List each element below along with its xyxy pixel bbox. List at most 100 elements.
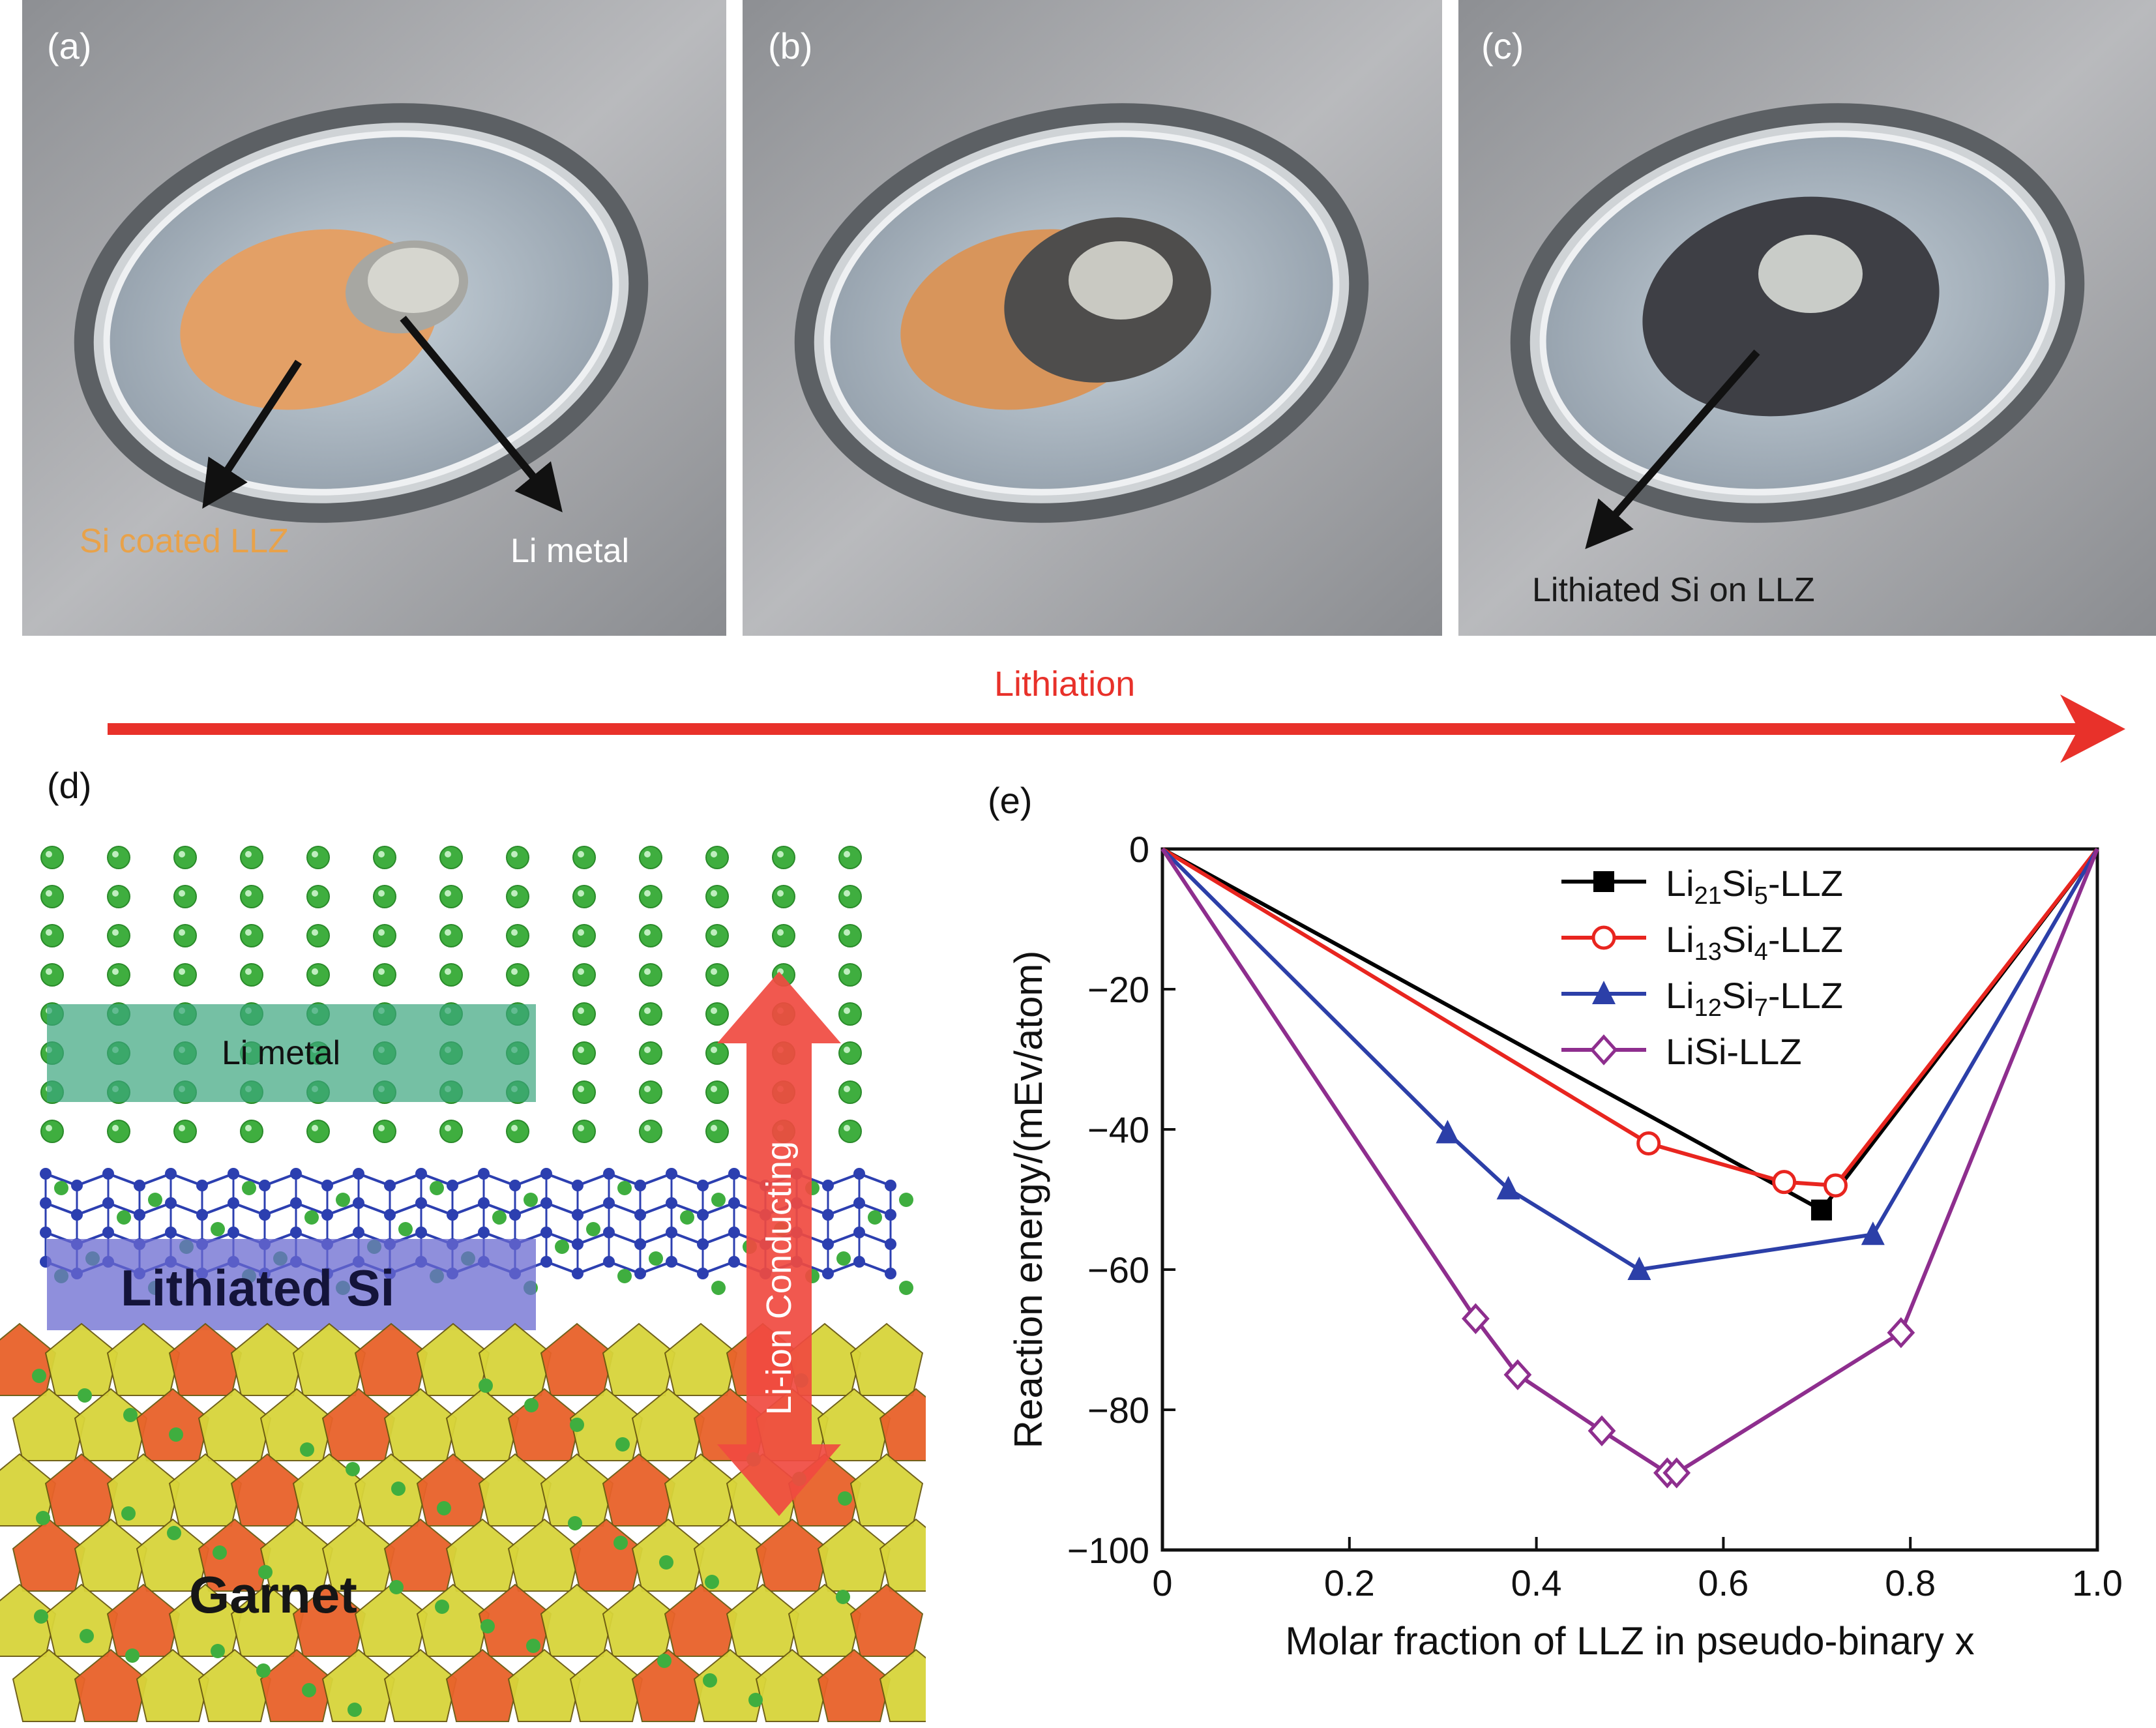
- si-atom: [384, 1180, 396, 1191]
- panel-label-e: (e): [988, 780, 1033, 821]
- garnet-polyhedron: [259, 1388, 334, 1461]
- si-atom: [509, 1180, 521, 1191]
- si-atom: [540, 1168, 552, 1180]
- y-tick-label: −20: [1087, 969, 1149, 1010]
- li-metal-label: Li metal: [222, 1034, 341, 1072]
- si-atom: [603, 1168, 615, 1180]
- si-atom: [384, 1209, 396, 1221]
- li-atom: [613, 1536, 628, 1550]
- series-line: [1160, 847, 2099, 1272]
- garnet-polyhedron: [817, 1518, 891, 1592]
- si-atom: [603, 1227, 615, 1238]
- data-point: [1503, 1359, 1532, 1390]
- si-atom: [634, 1268, 646, 1279]
- li-atom: [711, 1281, 726, 1295]
- data-point: [1772, 1170, 1797, 1195]
- si-atom: [415, 1197, 427, 1209]
- si-atom: [478, 1168, 490, 1180]
- garnet-polyhedron: [540, 1322, 614, 1396]
- garnet-polyhedron: [74, 1388, 148, 1461]
- si-atom: [822, 1180, 834, 1191]
- garnet-polyhedron: [540, 1583, 614, 1657]
- garnet-polyhedron: [478, 1583, 552, 1657]
- li-atom: [256, 1663, 271, 1678]
- li-atom: [302, 1683, 316, 1697]
- garnet-polyhedron: [445, 1518, 520, 1592]
- li-ion-conducting-arrow: [717, 972, 841, 1516]
- garnet-polyhedron: [383, 1388, 458, 1461]
- si-atom: [478, 1197, 490, 1209]
- data-point: [1589, 1034, 1618, 1065]
- li-atom: [242, 1181, 256, 1195]
- y-tick-label: 0: [1129, 829, 1149, 870]
- y-tick-label: −80: [1087, 1390, 1149, 1431]
- li-atom: [336, 1193, 350, 1207]
- garnet-polyhedron: [321, 1388, 396, 1461]
- li-atom: [480, 1619, 495, 1633]
- garnet-polyhedron: [321, 1518, 396, 1592]
- panel-label-c: (c): [1481, 25, 1524, 67]
- li-atom: [211, 1644, 225, 1658]
- li-atom: [615, 1437, 630, 1452]
- si-atom: [697, 1268, 709, 1279]
- si-atom: [603, 1197, 615, 1209]
- si-atom: [415, 1227, 427, 1238]
- si-atom: [165, 1197, 177, 1209]
- si-atom: [228, 1227, 239, 1238]
- garnet-polyhedron: [136, 1388, 210, 1461]
- si-atom: [540, 1197, 552, 1209]
- panel-label-b: (b): [768, 25, 813, 67]
- data-point: [1636, 1131, 1661, 1155]
- data-point: [1627, 1257, 1651, 1280]
- si-atom: [478, 1227, 490, 1238]
- data-point: [1823, 1173, 1848, 1198]
- si-atom: [666, 1168, 677, 1180]
- garnet-polyhedron: [849, 1322, 924, 1396]
- legend: Li21Si5-LLZ Li13Si4-LLZ Li12Si7-LLZ LiSi-LL…: [1561, 863, 1843, 1072]
- garnet-polyhedron: [0, 1583, 57, 1657]
- li-atom: [32, 1369, 46, 1383]
- y-axis-label: Reaction energy/(mEv/atom): [1007, 951, 1050, 1449]
- li-atom: [524, 1398, 539, 1412]
- legend-label: Li12Si7-LLZ: [1666, 975, 1843, 1022]
- photo-a-graphic: [22, 0, 726, 636]
- li-atom: [36, 1511, 50, 1525]
- si-atom: [447, 1209, 458, 1221]
- legend-label: Li21Si5-LLZ: [1666, 863, 1843, 910]
- si-atom: [853, 1168, 865, 1180]
- garnet-polyhedron: [631, 1388, 705, 1461]
- si-atom: [822, 1209, 834, 1221]
- si-atom: [40, 1168, 52, 1180]
- li-atom: [703, 1673, 717, 1688]
- li-atom: [568, 1516, 582, 1530]
- si-atom: [40, 1227, 52, 1238]
- x-tick-label: 0.6: [1698, 1562, 1749, 1603]
- si-atom: [634, 1209, 646, 1221]
- data-point: [1591, 925, 1616, 950]
- li-atom: [570, 1418, 584, 1432]
- li-atom: [258, 1565, 273, 1579]
- garnet-polyhedron: [354, 1453, 428, 1527]
- garnet-polyhedron: [383, 1518, 458, 1592]
- data-point: [1662, 1457, 1691, 1489]
- legend-label: LiSi-LLZ: [1666, 1031, 1802, 1072]
- photo-panel-c: [1458, 0, 2156, 636]
- si-atom: [885, 1209, 896, 1221]
- photo-panel-a: [22, 0, 726, 636]
- x-tick-label: 0.4: [1511, 1562, 1562, 1603]
- garnet-polyhedron: [693, 1518, 767, 1592]
- garnet-label: Garnet: [189, 1566, 357, 1624]
- li-atom: [148, 1193, 162, 1207]
- si-atom: [509, 1209, 521, 1221]
- li-metal-band: [47, 1004, 536, 1102]
- garnet-polyhedron: [12, 1388, 86, 1461]
- garnet-polyhedron: [817, 1388, 891, 1461]
- li-atom: [836, 1251, 851, 1266]
- si-atom: [353, 1227, 364, 1238]
- li-atom: [526, 1639, 540, 1653]
- plot-frame: [1160, 847, 2099, 1552]
- data-point: [1496, 1176, 1520, 1200]
- li-atom: [748, 1693, 763, 1707]
- si-atom: [165, 1227, 177, 1238]
